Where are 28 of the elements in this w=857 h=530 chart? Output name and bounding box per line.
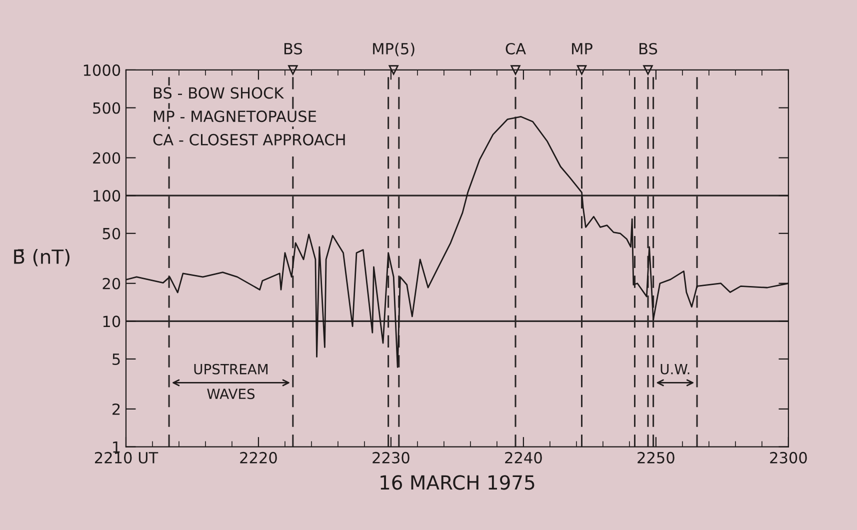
x-tick-label: 2240 — [505, 452, 542, 464]
annotation: MP — [572, 43, 592, 54]
x-tick-label: 2220 — [240, 452, 277, 464]
y-tick-label: 5 — [112, 354, 120, 366]
annotation: MP - MAGNETOPAUSE — [154, 110, 316, 122]
x-tick-label: 2250 — [638, 452, 674, 464]
y-tick-label: 100 — [94, 190, 120, 202]
y-tick-label: 50 — [102, 228, 120, 240]
annotation: BS — [284, 42, 302, 54]
x-tick-label: 2210 UT — [94, 452, 158, 464]
annotation: BS - BOW SHOCK — [154, 87, 284, 99]
y-tick-label: 20 — [102, 278, 120, 290]
y-axis-title: B̄ (nT) — [14, 248, 70, 266]
annotation: CA - CLOSEST APPROACH — [153, 134, 345, 146]
y-tick-label: 2 — [112, 403, 120, 415]
y-tick-label: 1000 — [84, 64, 120, 76]
x-axis-title: 16 MARCH 1975 — [380, 475, 534, 490]
y-tick-label: 500 — [93, 102, 120, 114]
y-tick-label: 200 — [93, 152, 120, 164]
annotation: U.W. — [660, 364, 690, 374]
annotation: MP(5) — [373, 42, 414, 56]
annotation: UPSTREAM WAVES — [194, 364, 268, 400]
y-tick-label: 1 — [113, 441, 120, 453]
x-tick-label: 2230 — [372, 452, 410, 464]
annotation: BS — [640, 42, 658, 54]
y-tick-label: 10 — [103, 316, 120, 328]
annotation: CA — [506, 42, 526, 54]
x-tick-label: 2300 — [770, 452, 807, 464]
